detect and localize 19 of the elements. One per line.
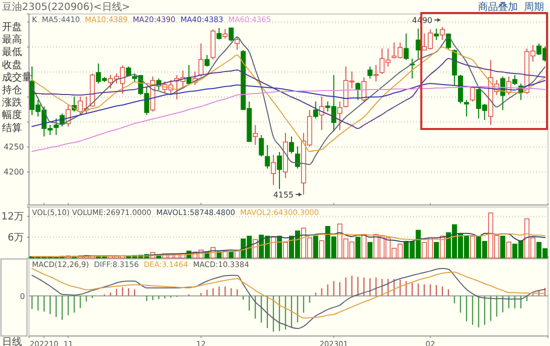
- text: 结算: [2, 122, 22, 134]
- chart-title: 豆油2305(220906)<日线>: [2, 1, 130, 13]
- text: 开盘: [2, 21, 22, 33]
- y-tick-label: 12万: [1, 212, 24, 223]
- text: 最低: [2, 47, 22, 58]
- text: 商品叠加: [478, 1, 518, 13]
- text: 周期: [524, 1, 544, 13]
- y-tick-label: 6万: [8, 232, 24, 244]
- text: 涨跌: [2, 96, 22, 109]
- annotation: 4155: [273, 190, 294, 200]
- y-tick-label: 4200: [4, 168, 24, 177]
- y-tick-label: 4250: [4, 142, 24, 152]
- text: 0: [20, 292, 25, 301]
- text: 幅度: [2, 109, 22, 122]
- text: 持仓: [2, 84, 22, 96]
- text: 日线: [2, 336, 22, 346]
- text: 最高: [2, 34, 22, 46]
- text: 收盘: [2, 58, 22, 71]
- annotation: 成交量: [2, 71, 32, 84]
